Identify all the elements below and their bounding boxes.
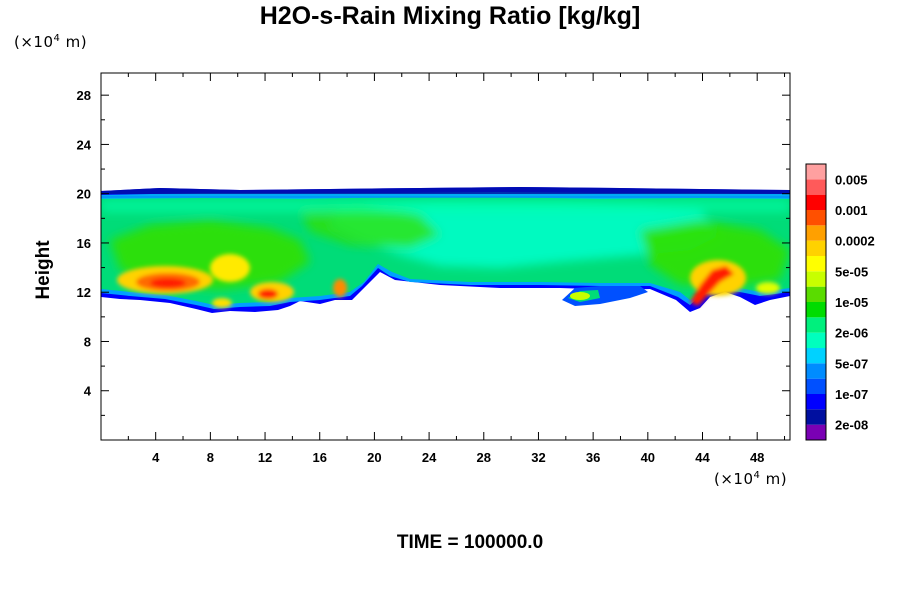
- cell-e-orange: [333, 279, 347, 297]
- x-tick-label: 24: [422, 450, 437, 465]
- colorbar-swatch: [806, 394, 826, 410]
- cell-d-yellow: [212, 298, 232, 308]
- colorbar-swatch: [806, 409, 826, 425]
- cell-g-yellow: [756, 282, 780, 294]
- x-tick-label: 48: [750, 450, 764, 465]
- colorbar-label: 1e-05: [835, 295, 868, 310]
- top-edge-dark: [101, 187, 790, 194]
- cell-b-yellow: [210, 254, 250, 282]
- chart-title: H2O-s-Rain Mixing Ratio [kg/kg]: [259, 2, 641, 30]
- green-patch-mid: [300, 205, 440, 248]
- colorbar-swatch: [806, 348, 826, 364]
- colorbar-label: 2e-08: [835, 418, 868, 433]
- cell-c-red: [258, 289, 278, 299]
- x-axis: 4 8 12 16 20 24 28 32 36 40 44 48: [127, 73, 786, 465]
- cyan-band: [330, 200, 720, 268]
- isolated-cell: [562, 286, 648, 306]
- colorbar-swatch: [806, 225, 826, 241]
- colorbar-swatch: [806, 424, 826, 440]
- colorbar-swatch: [806, 378, 826, 394]
- colorbar-swatch: [806, 240, 826, 256]
- colorbar-swatch: [806, 317, 826, 333]
- colorbar-swatch: [806, 363, 826, 379]
- x-tick-label: 40: [641, 450, 655, 465]
- y-tick-label: 4: [84, 384, 92, 399]
- colorbar-swatch: [806, 302, 826, 318]
- x-tick-label: 32: [531, 450, 545, 465]
- y-tick-label: 20: [77, 187, 91, 202]
- colorbar-label: 5e-05: [835, 264, 868, 279]
- colorbar-label: 2e-06: [835, 326, 868, 341]
- cell-f-red: [690, 266, 734, 306]
- y-tick-label: 28: [77, 88, 91, 103]
- colorbar-swatch: [806, 271, 826, 287]
- y-tick-label: 12: [77, 285, 91, 300]
- cell-a-red: [150, 278, 186, 288]
- x-tick-label: 4: [152, 450, 160, 465]
- x-tick-label: 28: [477, 450, 491, 465]
- colorbar-label: 0.001: [835, 203, 868, 218]
- y-tick-label: 8: [84, 334, 91, 349]
- top-light: [101, 200, 790, 212]
- colorbar-swatch: [806, 332, 826, 348]
- colorbar-swatch: [806, 256, 826, 272]
- colorbar: 2e-08 1e-07 5e-07 2e-06 1e-05 5e-05 0.0002 0.00…: [805, 163, 875, 441]
- time-label: TIME = 100000.0: [396, 532, 544, 553]
- colorbar-label: 0.005: [835, 172, 868, 187]
- y-tick-label: 16: [77, 236, 91, 251]
- colorbar-label: 5e-07: [835, 356, 868, 371]
- colorbar-swatch: [806, 210, 826, 226]
- colorbar-label: 1e-07: [835, 387, 868, 402]
- x-tick-label: 44: [695, 450, 710, 465]
- plot-frame: [100, 72, 791, 441]
- x-tick-label: 16: [312, 450, 326, 465]
- colorbar-swatch: [806, 179, 826, 195]
- green-patch-right: [640, 220, 790, 288]
- rain-field: [101, 187, 790, 313]
- y-axis: 4 8 12 16 20 24 28: [77, 88, 790, 416]
- colorbar-swatch: [806, 164, 826, 180]
- colorbar-swatch: [806, 194, 826, 210]
- colorbar-swatch: [806, 286, 826, 302]
- x-tick-label: 12: [258, 450, 272, 465]
- x-tick-label: 20: [367, 450, 381, 465]
- colorbar-label: 0.0002: [835, 234, 875, 249]
- x-axis-unit: (×104 m): [714, 470, 788, 488]
- x-tick-label: 8: [207, 450, 214, 465]
- colorbar-frame: [805, 163, 827, 441]
- x-tick-label: 36: [586, 450, 600, 465]
- y-tick-label: 24: [77, 137, 92, 152]
- y-axis-unit: (×104 m): [14, 33, 88, 51]
